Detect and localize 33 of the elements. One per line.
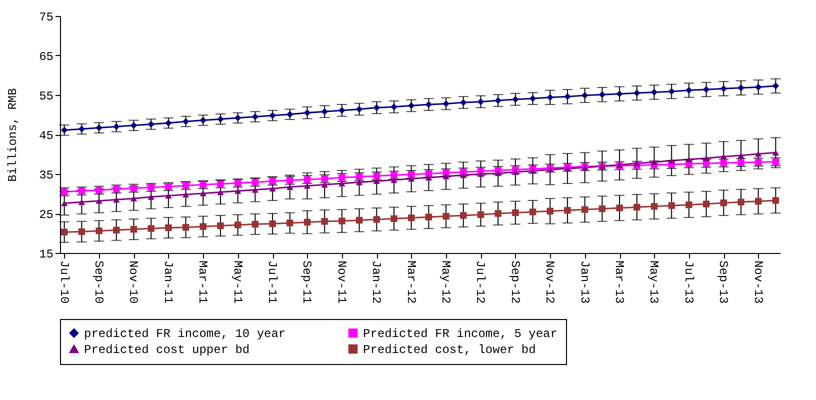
x-tick-label: Sep-13 — [716, 260, 730, 304]
y-tick-label: 25 — [39, 208, 54, 222]
x-tick-label: Jul-10 — [56, 260, 71, 304]
x-tick-label: Mar-13 — [612, 260, 626, 304]
x-tick-label: Jan-11 — [160, 260, 175, 304]
y-tick-label: 15 — [39, 248, 54, 262]
legend-label: Predicted cost, lower bd — [363, 343, 536, 357]
x-tick-label: Mar-11 — [196, 260, 210, 304]
y-tick-label: 65 — [39, 50, 54, 64]
x-tick-label: Jan-12 — [369, 260, 384, 304]
legend-label: Predicted cost upper bd — [84, 343, 250, 357]
x-tick-label: Jul-11 — [265, 260, 280, 304]
y-axis-title: Billions, RMB — [6, 88, 20, 182]
x-tick-label: Mar-12 — [404, 260, 418, 304]
x-tick-label: Jul-13 — [681, 260, 696, 304]
x-tick-label: Sep-10 — [92, 260, 106, 304]
x-tick-label: Sep-12 — [508, 260, 522, 304]
x-tick-label: May-11 — [230, 260, 244, 304]
x-tick-label: Jan-13 — [577, 260, 592, 304]
x-tick-label: Nov-11 — [334, 260, 348, 304]
x-tick-label: Nov-10 — [126, 260, 140, 304]
legend-label: predicted FR income, 10 year — [84, 327, 286, 342]
x-tick-label: Sep-11 — [300, 260, 314, 304]
legend-label: Predicted FR income, 5 year — [363, 327, 558, 342]
x-tick-label: May-13 — [646, 260, 661, 304]
x-tick-label: Nov-12 — [542, 260, 557, 304]
x-tick-label: Jul-12 — [473, 260, 488, 304]
x-tick-label: May-12 — [438, 260, 453, 304]
y-tick-label: 45 — [39, 129, 54, 143]
y-tick-label: 55 — [39, 90, 54, 104]
y-tick-label: 35 — [39, 168, 54, 182]
y-tick-label: 75 — [39, 10, 54, 24]
x-tick-label: Nov-13 — [750, 260, 765, 304]
